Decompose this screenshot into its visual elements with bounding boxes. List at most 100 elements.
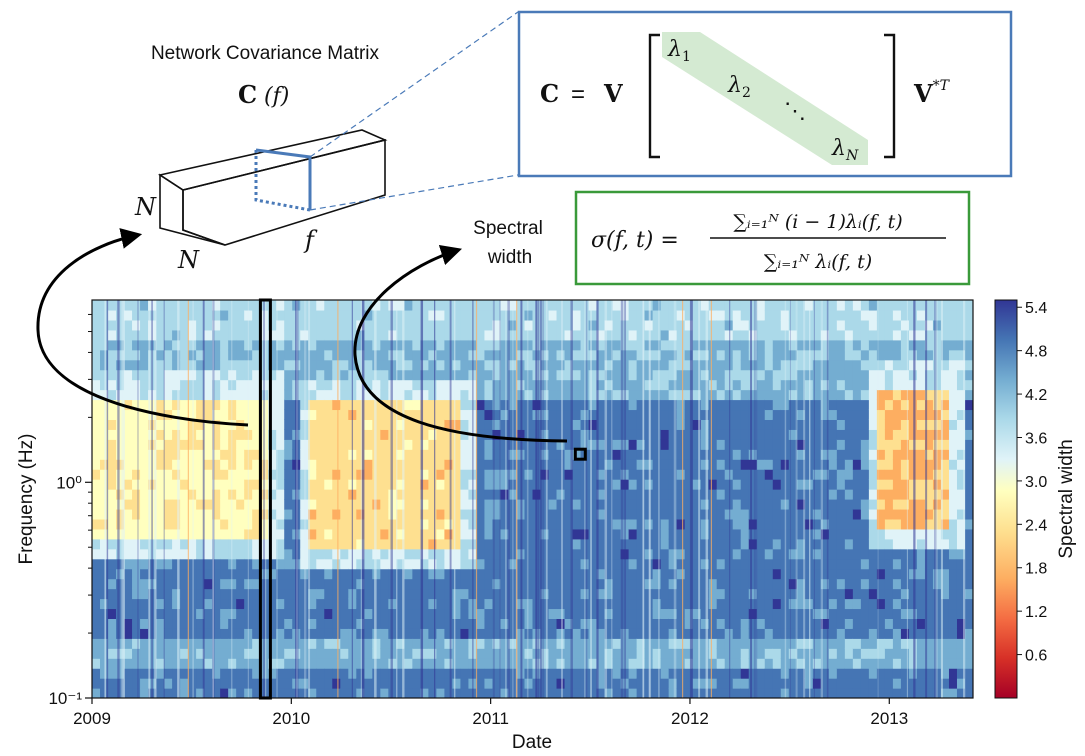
heatmap-cell: [884, 439, 894, 450]
heatmap-cell: [196, 329, 205, 341]
y-tick-label: 10⁻¹: [48, 689, 82, 708]
heatmap-cell: [252, 528, 261, 540]
heatmap-cell: [276, 339, 285, 351]
heatmap-cell: [948, 558, 958, 570]
heatmap-cell: [724, 419, 734, 430]
heatmap-cell: [884, 489, 894, 500]
heatmap-cell: [884, 628, 894, 639]
heatmap-cell: [396, 558, 405, 570]
heatmap-cell: [204, 359, 213, 371]
heatmap-cell: [436, 339, 445, 351]
heatmap-cell: [892, 439, 902, 450]
heatmap-cell: [700, 608, 710, 619]
heatmap-cell: [116, 688, 125, 698]
heatmap-cell: [172, 329, 181, 341]
heatmap-cell: [580, 648, 590, 659]
heatmap-cell: [620, 648, 630, 659]
heatmap-cell: [724, 409, 734, 420]
heatmap-cell: [956, 300, 966, 311]
heatmap-cell: [180, 558, 189, 570]
heatmap-cell: [484, 499, 494, 510]
heatmap-cell: [620, 658, 630, 669]
heatmap-cell: [396, 359, 405, 371]
heatmap-cell: [436, 379, 445, 391]
heatmap-cell: [476, 508, 486, 520]
heatmap-cell: [860, 449, 870, 460]
heatmap-cell: [380, 508, 389, 520]
heatmap-cell: [220, 439, 229, 450]
heatmap-cell: [612, 379, 622, 391]
heatmap-cell: [716, 479, 726, 490]
heatmap-cell: [132, 628, 141, 639]
heatmap-cell: [124, 638, 133, 649]
heatmap-cell: [444, 399, 454, 411]
heatmap-cell: [740, 688, 750, 698]
heatmap-cell: [268, 528, 277, 540]
heatmap-cell: [308, 608, 317, 619]
heatmap-cell: [716, 638, 726, 649]
heatmap-cell: [676, 489, 686, 500]
heatmap-cell: [780, 329, 790, 341]
heatmap-cell: [492, 369, 502, 381]
heatmap-cell: [796, 678, 806, 689]
heatmap-cell: [340, 379, 349, 391]
heatmap-cell: [828, 499, 838, 510]
heatmap-cell: [436, 558, 445, 570]
heatmap-cell: [164, 389, 173, 401]
heatmap-cell: [564, 538, 574, 550]
heatmap-cell: [156, 369, 165, 381]
heatmap-cell: [196, 339, 205, 351]
heatmap-cell: [724, 349, 734, 361]
heatmap-cell: [300, 628, 309, 639]
heatmap-cell: [324, 508, 333, 520]
heatmap-cell: [652, 499, 662, 510]
heatmap-cell: [492, 518, 502, 530]
heatmap-cell: [364, 309, 373, 321]
heatmap-cell: [396, 349, 405, 361]
heatmap-cell: [220, 449, 229, 460]
heatmap-cell: [492, 439, 502, 450]
heatmap-cell: [588, 309, 598, 321]
heatmap-cell: [524, 588, 534, 600]
heatmap-cell: [612, 479, 622, 490]
heatmap-cell: [548, 628, 558, 639]
heatmap-cell: [676, 329, 686, 341]
heatmap-cell: [492, 329, 502, 341]
heatmap-cell: [140, 538, 149, 550]
heatmap-cell: [460, 300, 470, 311]
heatmap-cell: [684, 379, 694, 391]
heatmap-cell: [564, 439, 574, 450]
heatmap-cell: [628, 429, 638, 440]
heatmap-cell: [940, 309, 950, 321]
heatmap-cell: [308, 648, 317, 659]
heatmap-cell: [140, 469, 149, 480]
heatmap-cell: [612, 429, 622, 440]
heatmap-cell: [964, 489, 973, 500]
heatmap-cell: [820, 548, 830, 560]
heatmap-cell: [324, 449, 333, 460]
heatmap-cell: [100, 648, 109, 659]
heatmap-cell: [204, 389, 213, 401]
heatmap-cell: [212, 309, 221, 321]
heatmap-cell: [604, 449, 614, 460]
heatmap-cell: [436, 508, 445, 520]
heatmap-cell: [900, 300, 910, 311]
heatmap-cell: [140, 678, 149, 689]
heatmap-cell: [716, 528, 726, 540]
colorbar-tick-label: 4.8: [1025, 344, 1047, 361]
heatmap-cell: [964, 339, 973, 351]
heatmap-cell: [924, 568, 934, 580]
heatmap-cell: [508, 349, 518, 361]
heatmap-cell: [452, 688, 462, 698]
heatmap-cell: [228, 668, 237, 679]
heatmap-cell: [316, 648, 325, 659]
heatmap-cell: [684, 518, 694, 530]
heatmap-cell: [92, 479, 101, 490]
heatmap-cell: [652, 558, 662, 570]
heatmap-cell: [708, 538, 718, 550]
heatmap-cell: [620, 489, 630, 500]
heatmap-cell: [892, 389, 902, 401]
heatmap-cell: [628, 638, 638, 649]
heatmap-cell: [364, 508, 373, 520]
heatmap-cell: [836, 489, 846, 500]
